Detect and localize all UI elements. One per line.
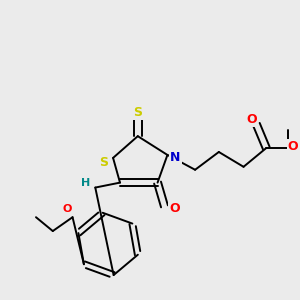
Text: O: O [246,113,257,126]
Text: O: O [63,204,72,214]
Text: S: S [133,106,142,119]
Text: O: O [288,140,298,152]
Text: N: N [170,152,181,164]
Text: H: H [81,178,90,188]
Text: O: O [169,202,180,215]
Text: S: S [99,156,108,169]
